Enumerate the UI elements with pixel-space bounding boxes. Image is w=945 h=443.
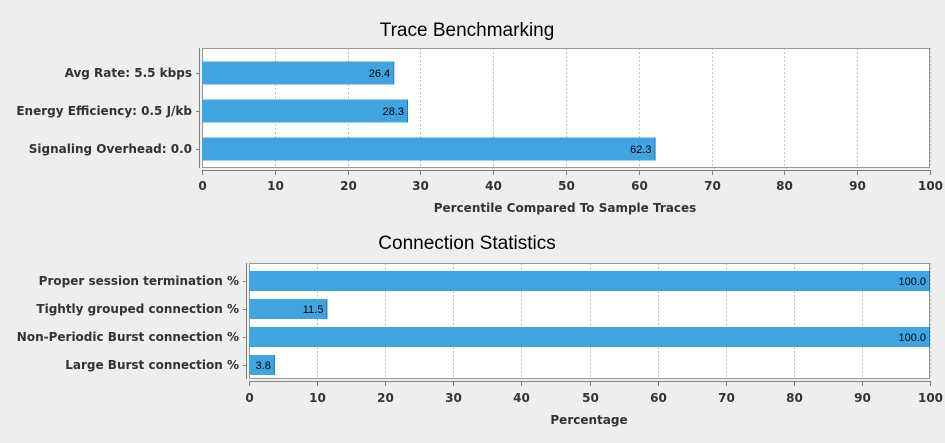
chart-title: Trace Benchmarking	[380, 20, 555, 41]
chart-title: Connection Statistics	[378, 233, 555, 254]
x-tick-label: 90	[849, 179, 866, 193]
category-label: Signaling Overhead: 0.0	[29, 142, 192, 156]
x-axis-title: Percentage	[550, 413, 627, 427]
x-tick-label: 20	[340, 179, 357, 193]
x-tick-label: 50	[582, 391, 599, 405]
x-tick-label: 100	[918, 179, 943, 193]
data-label: 11.5	[303, 304, 324, 316]
category-label: Large Burst connection %	[65, 358, 239, 372]
x-tick-label: 0	[198, 179, 206, 193]
bar	[249, 271, 930, 291]
data-label: 100.0	[898, 276, 926, 288]
plot-border	[249, 263, 930, 379]
bar	[249, 299, 328, 319]
x-tick-label: 0	[245, 391, 253, 405]
x-tick-label: 100	[918, 391, 943, 405]
bar	[249, 355, 275, 375]
bar	[202, 137, 656, 161]
x-tick-label: 30	[445, 391, 462, 405]
bar	[202, 99, 409, 123]
bar	[249, 327, 930, 347]
x-tick-label: 90	[854, 391, 871, 405]
bar	[202, 61, 395, 85]
x-tick-label: 10	[309, 391, 326, 405]
data-label: 28.3	[383, 106, 404, 118]
category-label: Proper session termination %	[39, 274, 239, 288]
data-label: 100.0	[898, 332, 926, 344]
data-label: 3.8	[256, 360, 271, 372]
x-tick-label: 50	[558, 179, 575, 193]
x-tick-label: 70	[704, 179, 721, 193]
x-axis-title: Percentile Compared To Sample Traces	[434, 201, 697, 215]
x-tick-label: 30	[412, 179, 429, 193]
x-tick-label: 80	[776, 179, 793, 193]
data-label: 26.4	[369, 68, 390, 80]
x-tick-label: 20	[377, 391, 394, 405]
category-label: Avg Rate: 5.5 kbps	[65, 66, 192, 80]
x-tick-label: 80	[786, 391, 803, 405]
category-label: Tightly grouped connection %	[36, 302, 239, 316]
x-tick-label: 60	[631, 179, 648, 193]
x-tick-label: 40	[513, 391, 530, 405]
category-label: Energy Efficiency: 0.5 J/kb	[16, 104, 192, 118]
x-tick-label: 60	[650, 391, 667, 405]
category-label: Non-Periodic Burst connection %	[17, 330, 239, 344]
x-tick-label: 70	[718, 391, 735, 405]
x-tick-label: 40	[485, 179, 502, 193]
data-label: 62.3	[630, 144, 651, 156]
x-tick-label: 10	[267, 179, 284, 193]
